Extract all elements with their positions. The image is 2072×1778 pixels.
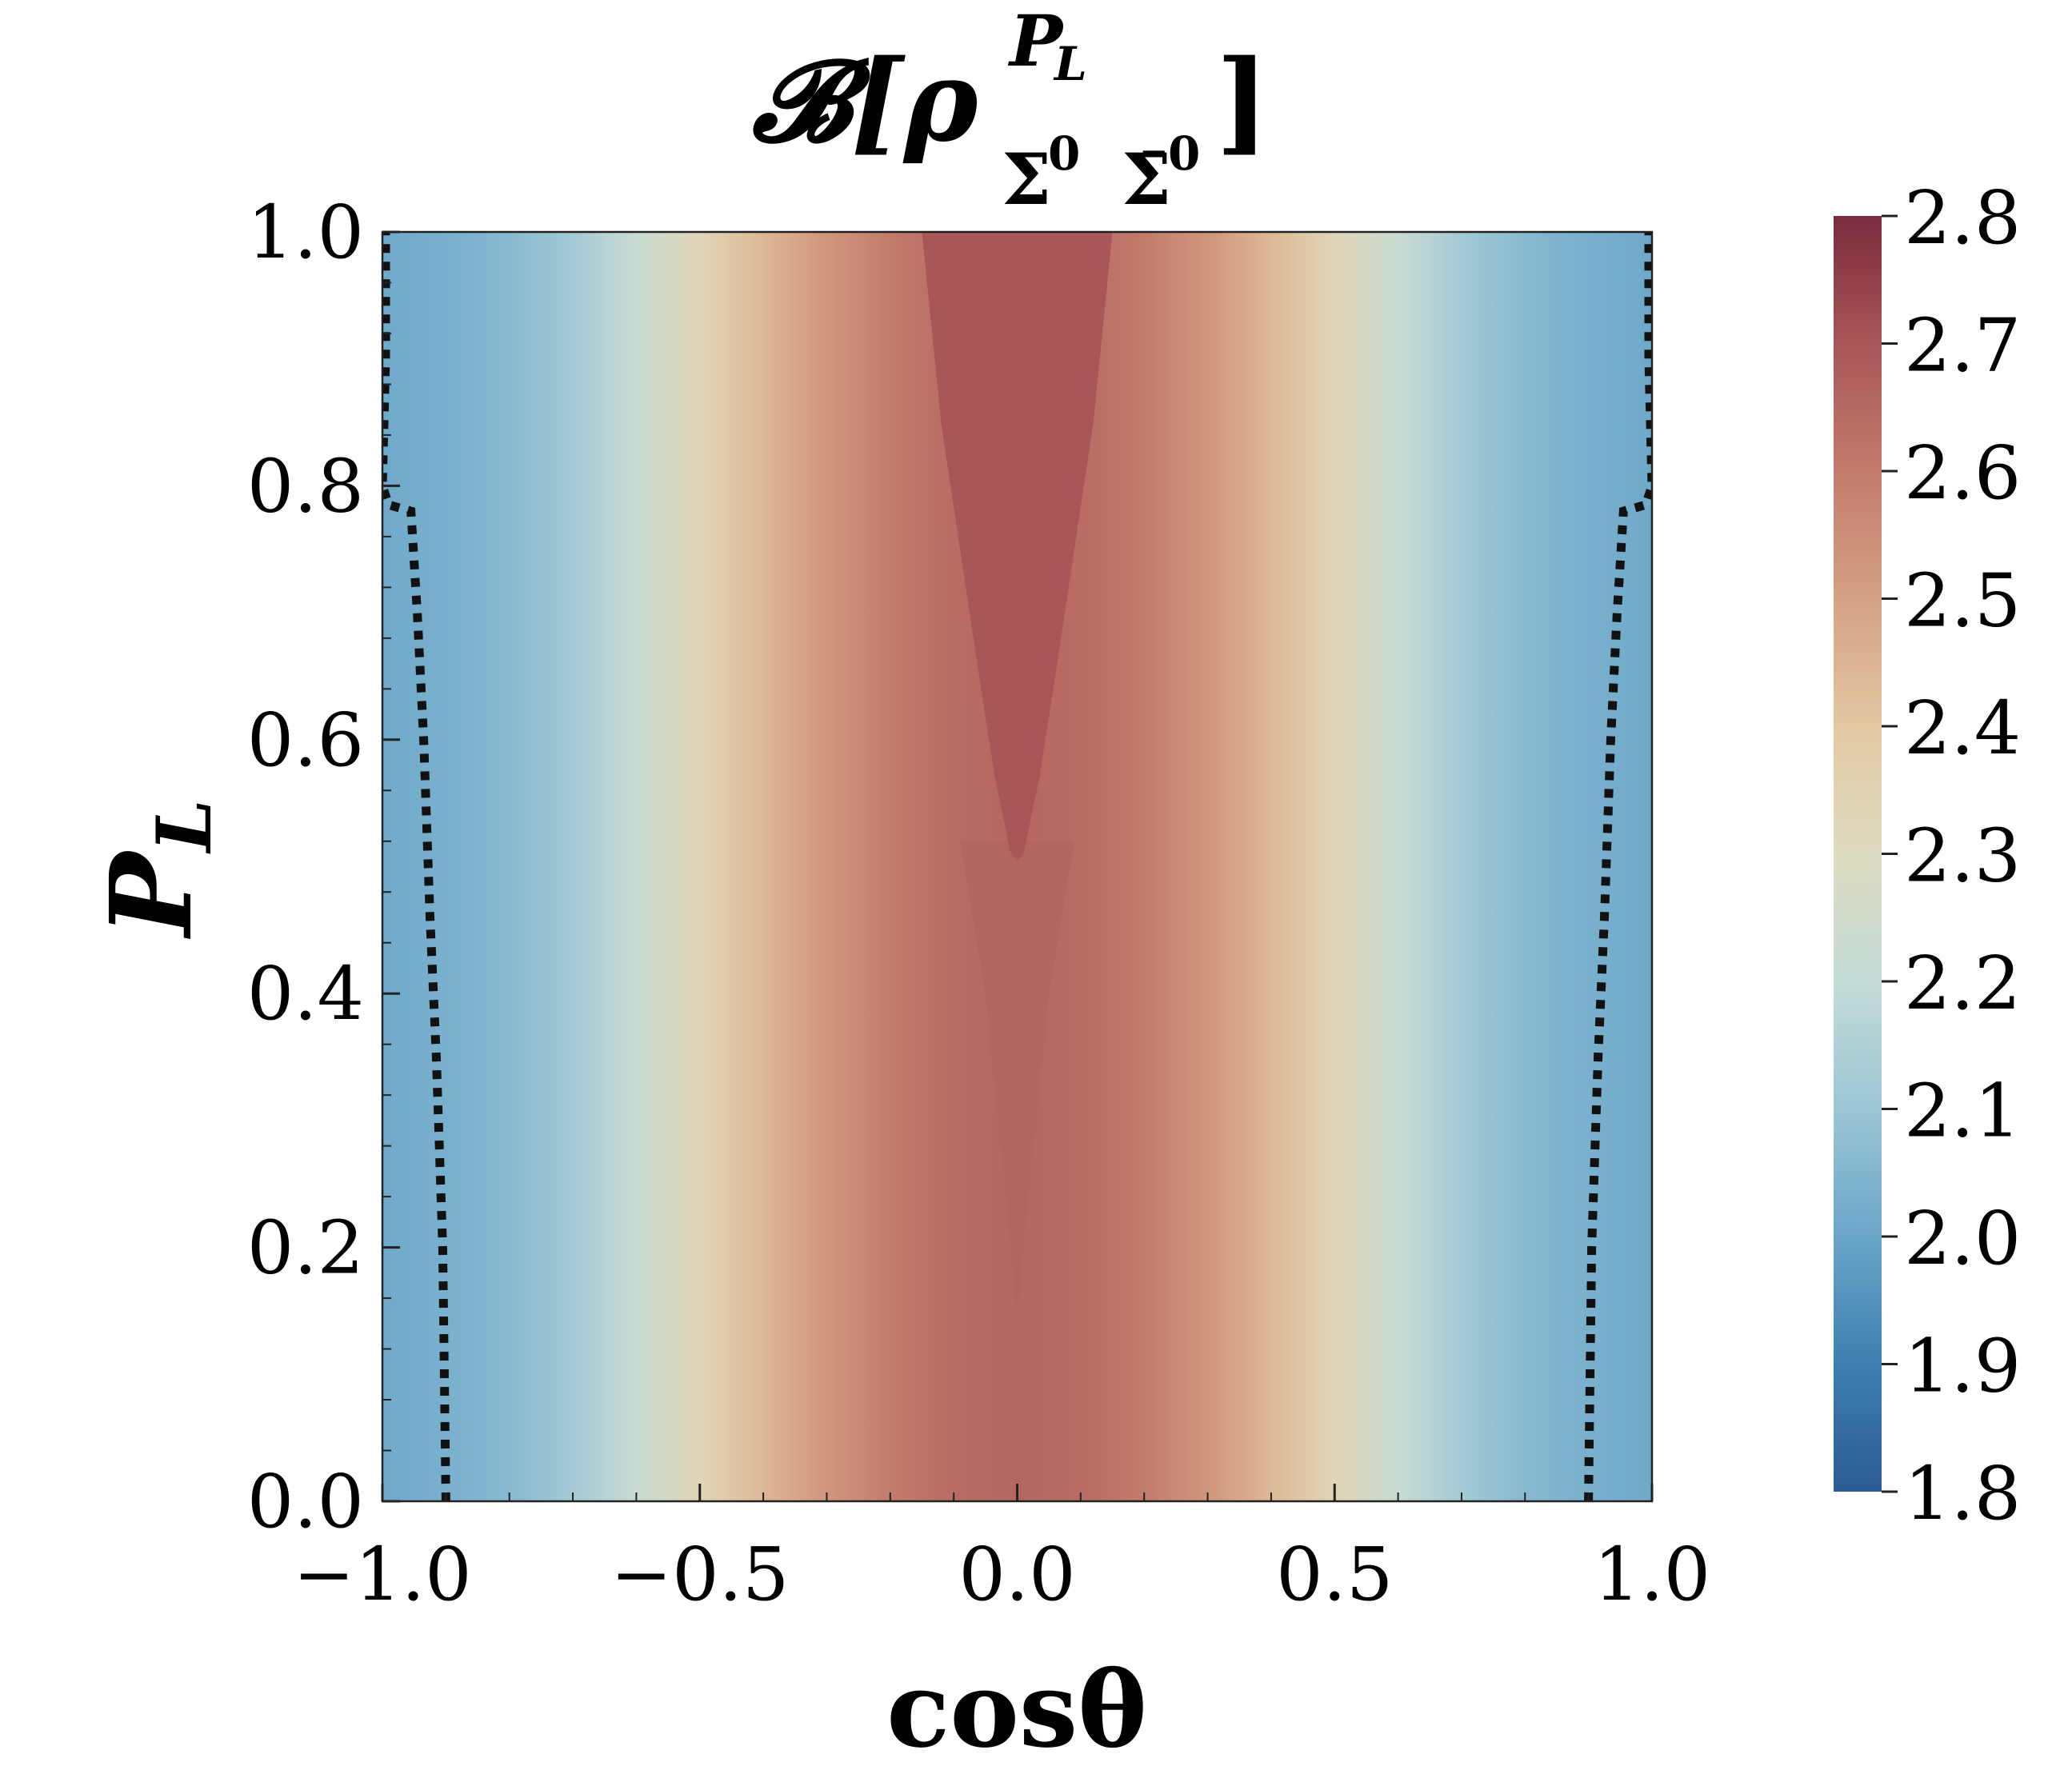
y-tick-label: 0.6 <box>247 697 364 783</box>
y-axis-label-sub: L <box>141 799 229 854</box>
y-tick-label: 1.0 <box>247 190 364 275</box>
colorbar-tick-label: 2.0 <box>1904 1196 2021 1281</box>
y-axis-label-base: P <box>86 849 218 940</box>
title-main: 𝓑[ρ <box>751 36 979 167</box>
y-axis-label: PL <box>86 799 229 939</box>
colorbar-tick-label: 2.7 <box>1904 303 2021 389</box>
y-tick-label: 0.2 <box>247 1205 364 1291</box>
chart-title: 𝓑[ρ P L Σ 0 Σ̄ 0 ] <box>751 0 1269 221</box>
colorbar-tick-label: 2.5 <box>1904 558 2021 644</box>
colorbar: 1.8 1.9 2.0 2.1 2.2 2.3 2.4 2.5 2.6 2.7 2.8 <box>1834 175 2021 1536</box>
dotted-boundary-left <box>382 232 450 1501</box>
x-axis-label: cosθ <box>886 1648 1147 1771</box>
title-subscript-1: Σ <box>1002 138 1051 221</box>
x-tick-label: 0.0 <box>958 1532 1075 1617</box>
colorbar-tick-label: 1.8 <box>1904 1451 2021 1536</box>
colorbar-tick-label: 2.6 <box>1904 430 2021 516</box>
colorbar-tick-label: 2.8 <box>1904 175 2021 261</box>
colorbar-tick-label: 2.4 <box>1904 685 2021 771</box>
y-tick-label: 0.4 <box>247 951 364 1037</box>
title-subscript-2: Σ̄ <box>1122 138 1171 221</box>
colorbar-ticks: 1.8 1.9 2.0 2.1 2.2 2.3 2.4 2.5 2.6 2.7 2.8 <box>1882 175 2021 1536</box>
y-tick-label: 0.8 <box>247 443 364 529</box>
title-superscript-sub: L <box>1053 37 1087 91</box>
y-axis-ticks: 0.0 0.2 0.4 0.6 0.8 1.0 <box>247 190 400 1544</box>
contour-region-core <box>960 841 1074 1311</box>
dotted-boundary-right <box>1584 232 1652 1501</box>
title-superscript: P <box>1007 0 1065 82</box>
x-tick-label: −0.5 <box>610 1532 789 1617</box>
x-tick-label: 1.0 <box>1594 1532 1710 1617</box>
y-tick-label: 0.0 <box>247 1459 364 1544</box>
colorbar-bar <box>1834 216 1882 1492</box>
colorbar-tick-label: 1.9 <box>1904 1324 2021 1409</box>
svg-text:PL: PL <box>86 799 229 939</box>
contour-region-top <box>922 232 1113 861</box>
plot-area <box>382 232 1652 1501</box>
x-tick-label: −1.0 <box>293 1532 471 1617</box>
title-subscript-1-sup: 0 <box>1048 126 1080 181</box>
x-tick-label: 0.5 <box>1276 1532 1393 1617</box>
colorbar-tick-label: 2.1 <box>1904 1069 2021 1154</box>
colorbar-tick-label: 2.3 <box>1904 813 2021 899</box>
colorbar-tick-label: 2.2 <box>1904 941 2021 1026</box>
title-close: ] <box>1216 36 1269 167</box>
title-subscript-2-sup: 0 <box>1168 126 1200 181</box>
x-axis-ticks: −1.0 −0.5 0.0 0.5 1.0 <box>293 1484 1710 1617</box>
